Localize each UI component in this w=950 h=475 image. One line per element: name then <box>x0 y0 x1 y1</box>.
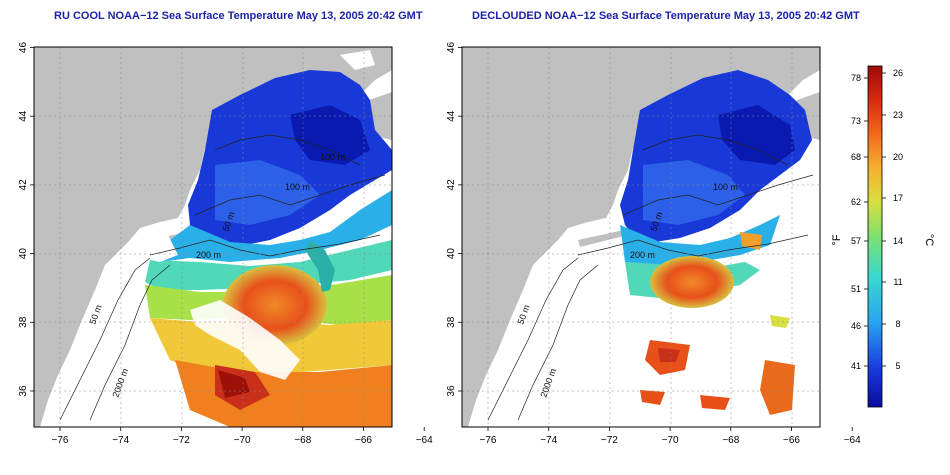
x-tick-label: −76 <box>52 435 69 446</box>
x-tick-label: −72 <box>601 435 618 446</box>
fahrenheit-tick-label: 78 <box>851 73 861 83</box>
celsius-tick-label: 17 <box>893 193 903 203</box>
y-tick-label: 36 <box>18 385 29 397</box>
x-tick-label: −70 <box>662 435 679 446</box>
celsius-tick-label: 23 <box>893 110 903 120</box>
x-tick-label: −74 <box>112 435 129 446</box>
x-tick-label: −76 <box>480 435 497 446</box>
contour-label: 200 m <box>196 250 221 260</box>
land-mass <box>34 47 392 427</box>
colorbar-gradient <box>867 65 883 408</box>
fahrenheit-tick-label: 51 <box>851 284 861 294</box>
x-tick-label: −66 <box>783 435 800 446</box>
x-tick-label: −68 <box>294 435 311 446</box>
right-map <box>462 47 820 427</box>
celsius-tick-label: 8 <box>895 319 900 329</box>
fahrenheit-tick-label: 68 <box>851 152 861 162</box>
y-tick-label: 44 <box>18 110 29 122</box>
y-tick-label: 46 <box>446 42 457 54</box>
y-tick-label: 44 <box>446 110 457 122</box>
contour-label: 100 m <box>285 182 310 192</box>
x-tick-label: −70 <box>234 435 251 446</box>
fahrenheit-tick-label: 62 <box>851 197 861 207</box>
fahrenheit-unit: °F <box>831 234 843 245</box>
fahrenheit-tick-label: 73 <box>851 116 861 126</box>
celsius-tick-label: 5 <box>895 361 900 371</box>
y-tick-label: 38 <box>18 316 29 328</box>
x-tick-label: −68 <box>722 435 739 446</box>
y-tick-label: 42 <box>18 179 29 191</box>
y-tick-label: 42 <box>446 179 457 191</box>
y-tick-label: 40 <box>446 248 457 260</box>
x-tick-label: −72 <box>173 435 190 446</box>
colorbar: 78 73 68 62 57 51 46 41 26 23 20 17 14 11 8 5 °F °C <box>831 65 935 408</box>
y-tick-label: 36 <box>446 385 457 397</box>
x-tick-label: −66 <box>355 435 372 446</box>
x-tick-label: −64 <box>416 435 433 446</box>
left-map-axes: −76 −74 −72 −70 −68 −66 −64 36 38 40 42 44 46 <box>18 42 433 446</box>
fahrenheit-tick-label: 46 <box>851 321 861 331</box>
celsius-tick-label: 20 <box>893 152 903 162</box>
celsius-tick-label: 26 <box>893 68 903 78</box>
x-tick-label: −64 <box>844 435 861 446</box>
contour-label: 100 m <box>320 152 345 162</box>
left-map-frame <box>33 46 393 428</box>
celsius-tick-label: 14 <box>893 236 903 246</box>
celsius-tick-label: 11 <box>893 277 902 287</box>
y-tick-label: 38 <box>446 316 457 328</box>
fahrenheit-tick-label: 57 <box>851 236 861 246</box>
land-mass <box>462 47 820 427</box>
contour-label: 200 m <box>630 250 655 260</box>
left-map <box>34 47 392 427</box>
right-map-axes: −76 −74 −72 −70 −68 −66 −64 36 38 40 42 44 46 <box>446 42 861 446</box>
right-map-title: DECLOUDED NOAA−12 Sea Surface Temperatur… <box>472 10 860 22</box>
x-tick-label: −74 <box>540 435 557 446</box>
right-map-frame <box>461 46 821 428</box>
warm-core-eddy <box>650 256 734 308</box>
celsius-unit: °C <box>923 234 935 246</box>
y-tick-label: 46 <box>18 42 29 54</box>
left-map-title: RU COOL NOAA−12 Sea Surface Temperature … <box>54 10 423 22</box>
fahrenheit-tick-label: 41 <box>851 361 861 371</box>
y-tick-label: 40 <box>18 248 29 260</box>
contour-label: 100 m <box>713 182 738 192</box>
